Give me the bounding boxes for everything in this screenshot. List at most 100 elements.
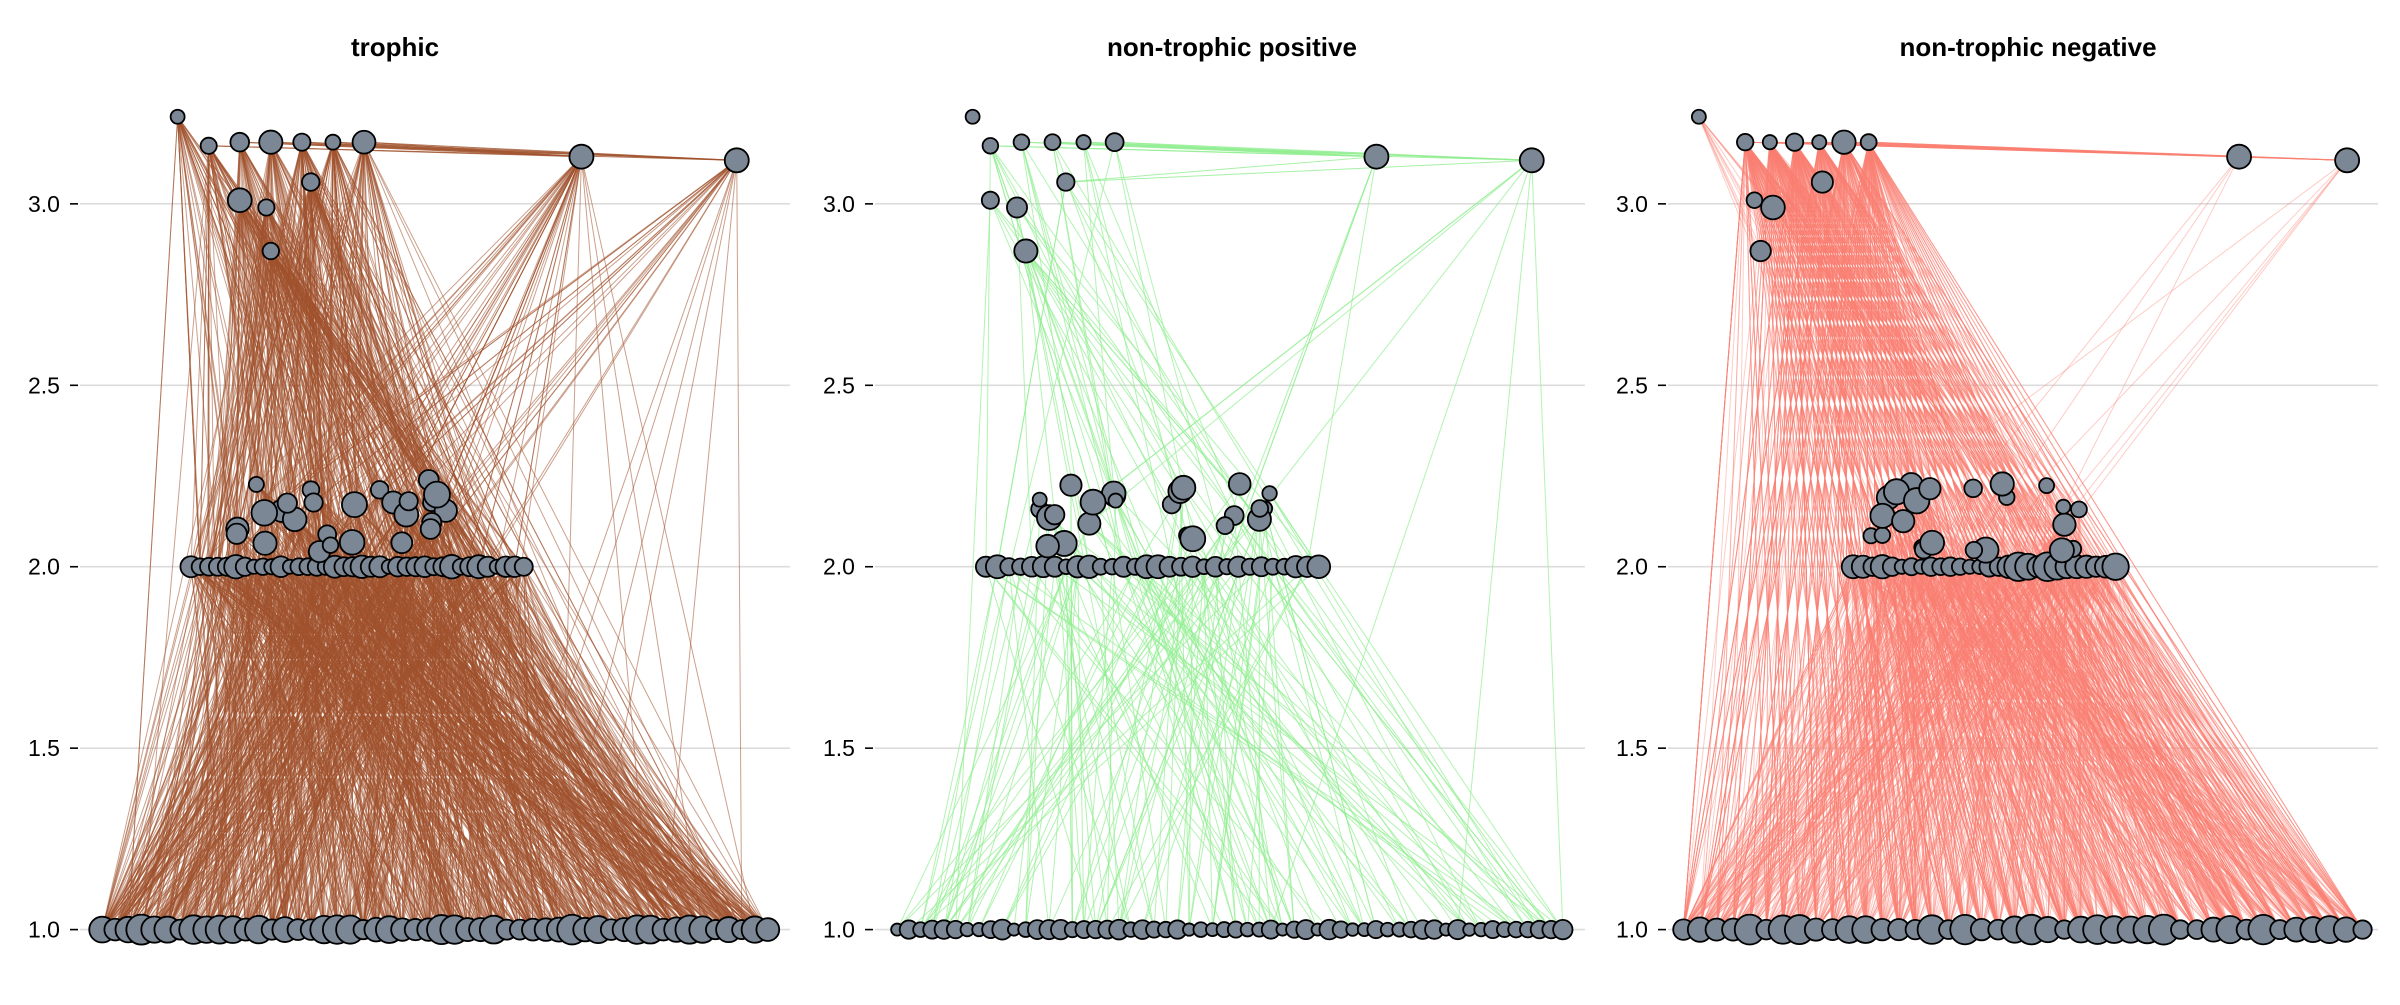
- node: [1761, 196, 1785, 220]
- y-tick-label: 3.0: [28, 191, 60, 217]
- node: [1892, 510, 1914, 532]
- edge: [990, 146, 1115, 501]
- node: [1171, 476, 1195, 500]
- node: [1750, 241, 1770, 261]
- edge: [1307, 157, 1376, 567]
- edge: [1869, 142, 2347, 160]
- node: [1812, 135, 1826, 149]
- node: [249, 477, 264, 492]
- edge: [432, 160, 737, 522]
- node: [1033, 493, 1047, 507]
- node: [1251, 500, 1268, 517]
- edge: [429, 160, 737, 480]
- node: [1966, 542, 1983, 559]
- node: [569, 145, 593, 169]
- node: [756, 918, 779, 941]
- node: [1920, 531, 1944, 555]
- node: [1007, 197, 1027, 217]
- y-tick-label: 1.5: [1616, 735, 1648, 761]
- node: [1520, 148, 1544, 172]
- edge: [1770, 142, 2065, 524]
- node: [966, 110, 980, 124]
- node: [1307, 555, 1330, 578]
- node: [251, 500, 277, 526]
- edge: [1049, 518, 1562, 930]
- node: [515, 558, 533, 576]
- node: [1229, 473, 1251, 495]
- node: [400, 492, 418, 510]
- node: [1763, 135, 1777, 149]
- node: [227, 524, 247, 544]
- edge: [1053, 142, 1528, 929]
- node: [1081, 490, 1106, 515]
- node: [421, 519, 441, 539]
- edge: [1021, 142, 1089, 567]
- node: [2053, 513, 2075, 535]
- edge: [737, 160, 742, 929]
- y-tick-label: 1.0: [823, 917, 855, 943]
- node: [201, 138, 217, 154]
- node: [342, 492, 367, 517]
- node: [1964, 480, 1982, 498]
- node: [2071, 501, 2087, 517]
- node: [1875, 528, 1890, 543]
- edge: [364, 142, 581, 157]
- node: [1870, 504, 1894, 528]
- node: [1060, 475, 1081, 496]
- node: [424, 482, 450, 508]
- edge: [2063, 160, 2347, 506]
- node: [1364, 145, 1388, 169]
- node: [2050, 538, 2074, 562]
- edge: [497, 157, 582, 567]
- y-tick-label: 2.0: [28, 554, 60, 580]
- node: [1014, 239, 1037, 262]
- edge: [1026, 251, 1180, 491]
- node: [2353, 920, 2371, 938]
- node: [228, 188, 252, 212]
- node: [1553, 920, 1572, 939]
- node: [263, 243, 279, 259]
- edge: [1066, 160, 1532, 182]
- y-tick-label: 2.0: [823, 554, 855, 580]
- y-tick-label: 1.0: [1616, 917, 1648, 943]
- edge: [1458, 160, 1532, 929]
- edge: [1026, 251, 1172, 504]
- node: [1919, 478, 1940, 499]
- y-tick-label: 2.5: [823, 372, 855, 398]
- node: [2102, 554, 2128, 580]
- node: [1692, 110, 1706, 124]
- node: [1109, 494, 1123, 508]
- y-tick-label: 3.0: [823, 191, 855, 217]
- node: [293, 134, 310, 151]
- node: [982, 192, 999, 209]
- node: [1057, 173, 1074, 190]
- edge: [1089, 160, 1531, 523]
- edges: [1683, 117, 2362, 930]
- node: [1737, 134, 1753, 150]
- node: [253, 532, 276, 555]
- node: [1812, 171, 1833, 192]
- edge: [1227, 157, 1376, 567]
- node: [1217, 517, 1234, 534]
- node: [1262, 486, 1276, 500]
- nodes: [891, 110, 1572, 940]
- node: [2335, 148, 2359, 172]
- node: [1076, 135, 1090, 149]
- node: [325, 135, 340, 150]
- edge: [434, 160, 737, 566]
- node: [1078, 512, 1100, 534]
- node: [323, 537, 339, 553]
- node: [1014, 134, 1030, 150]
- edge: [1089, 524, 1516, 930]
- y-tick-label: 2.5: [28, 372, 60, 398]
- node: [278, 493, 297, 512]
- node: [1036, 535, 1059, 558]
- node: [353, 131, 376, 154]
- y-tick-label: 1.5: [823, 735, 855, 761]
- node: [340, 530, 365, 555]
- edge: [1532, 160, 1563, 929]
